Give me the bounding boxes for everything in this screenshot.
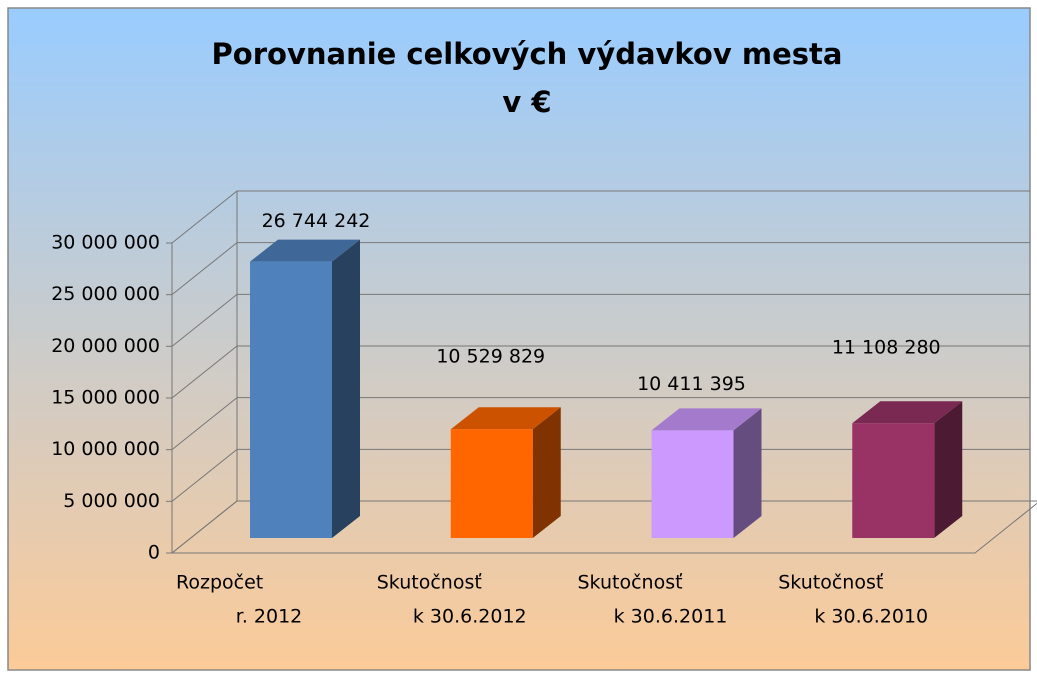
y-tick-label: 20 000 000 — [51, 335, 160, 357]
bar — [852, 423, 935, 538]
data-label: 10 411 395 — [637, 373, 746, 395]
grid-line — [171, 190, 238, 244]
grid-line — [171, 293, 238, 347]
y-tick-label: 10 000 000 — [51, 438, 160, 460]
grid-line — [171, 345, 238, 399]
bar-side — [733, 408, 762, 538]
bar — [450, 429, 533, 538]
x-tick-label: Skutočnosť — [578, 572, 684, 594]
x-tick-label: Skutočnosť — [778, 572, 884, 594]
bar-side — [934, 401, 963, 538]
x-tick-label: Skutočnosť — [377, 572, 483, 594]
chart-background — [7, 7, 1031, 671]
data-label: 10 529 829 — [436, 346, 545, 368]
data-label: 11 108 280 — [832, 337, 941, 359]
bar-top — [450, 407, 561, 430]
bar — [250, 261, 332, 538]
bar — [651, 430, 734, 538]
grid-line — [171, 448, 238, 502]
grid-line — [171, 397, 238, 451]
bar-top — [250, 239, 360, 262]
data-label: 26 744 242 — [262, 210, 371, 232]
chart-title: Porovnanie celkových výdavkov mesta — [212, 37, 843, 71]
x-tick-label: r. 2012 — [236, 606, 303, 628]
bar-top — [651, 408, 762, 431]
chart-title: v € — [502, 85, 551, 119]
x-tick-label: k 30.6.2011 — [614, 606, 728, 628]
bar-top — [852, 401, 963, 424]
bar-side — [532, 407, 561, 538]
grid-line — [171, 500, 238, 554]
y-tick-label: 15 000 000 — [51, 387, 160, 409]
x-tick-label: k 30.6.2012 — [413, 606, 527, 628]
y-tick-label: 0 — [148, 542, 160, 564]
x-tick-label: Rozpočet — [176, 572, 263, 594]
bar-side — [332, 239, 360, 539]
y-tick-label: 25 000 000 — [51, 283, 160, 305]
x-tick-label: k 30.6.2010 — [814, 606, 928, 628]
y-tick-label: 5 000 000 — [63, 490, 160, 512]
y-tick-label: 30 000 000 — [51, 232, 160, 254]
grid-line — [171, 242, 238, 296]
